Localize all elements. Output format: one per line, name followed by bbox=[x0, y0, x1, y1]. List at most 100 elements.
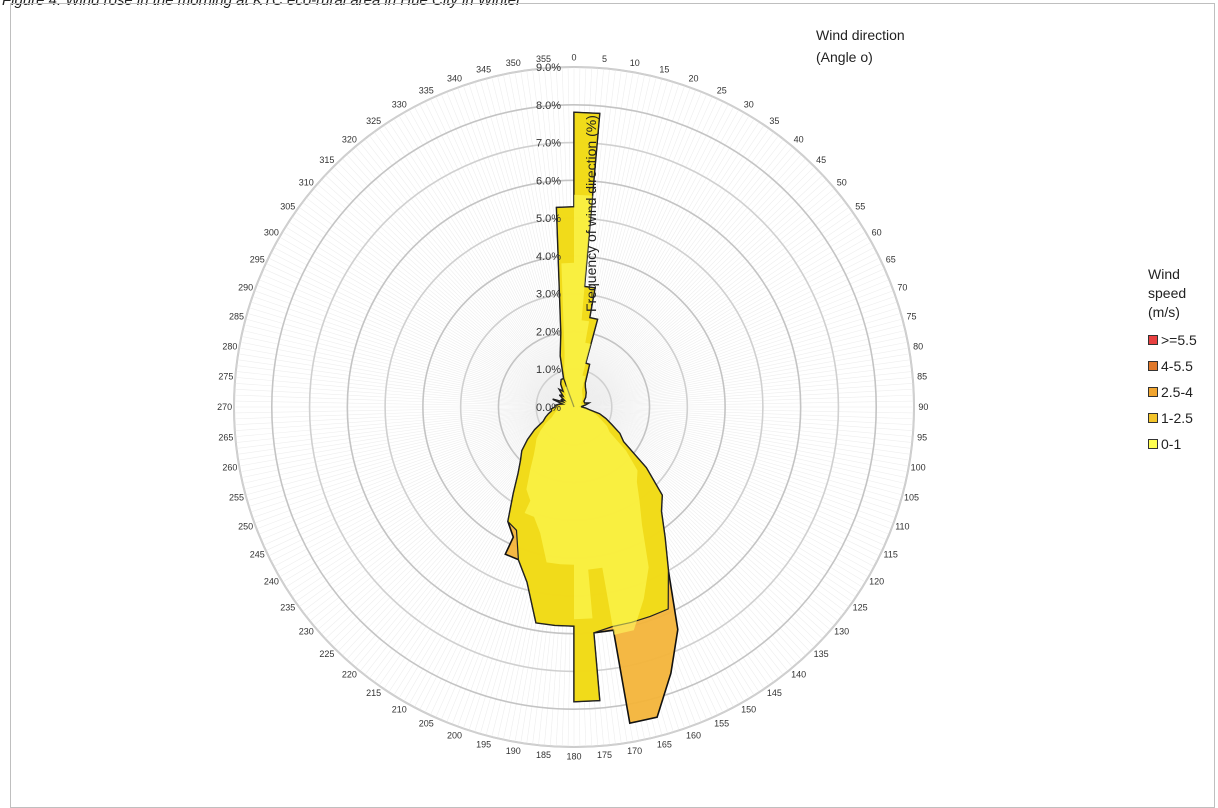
grid-spoke bbox=[457, 87, 572, 401]
grid-spoke bbox=[581, 407, 914, 432]
grid-spoke bbox=[419, 103, 571, 401]
grid-spoke bbox=[578, 138, 784, 402]
grid-spoke bbox=[341, 158, 570, 402]
grid-spoke bbox=[337, 162, 569, 402]
grid-spoke bbox=[256, 409, 568, 530]
grid-ring bbox=[233, 66, 915, 748]
grid-spoke bbox=[258, 409, 568, 535]
grid-spoke bbox=[485, 78, 573, 400]
direction-tick-label: 345 bbox=[476, 65, 491, 75]
grid-spoke bbox=[580, 273, 888, 405]
legend-swatch bbox=[1148, 439, 1158, 449]
grid-spoke bbox=[260, 409, 568, 541]
grid-spoke bbox=[317, 183, 569, 403]
grid-spoke bbox=[580, 241, 872, 404]
legend-label: 0-1 bbox=[1161, 435, 1182, 452]
grid-spoke bbox=[576, 91, 702, 401]
grid-spoke bbox=[581, 353, 910, 407]
grid-spoke bbox=[580, 284, 892, 405]
direction-tick-label: 260 bbox=[222, 463, 237, 473]
grid-spoke bbox=[298, 411, 569, 608]
direction-tick-label: 305 bbox=[280, 202, 295, 212]
grid-spoke bbox=[581, 407, 913, 437]
grid-spoke bbox=[325, 174, 569, 403]
grid-spoke bbox=[424, 101, 571, 401]
grid-spoke bbox=[252, 409, 567, 518]
grid-spoke bbox=[245, 408, 567, 496]
grid-spoke bbox=[581, 341, 908, 406]
grid-spoke bbox=[237, 359, 567, 407]
grid-spoke bbox=[248, 408, 567, 507]
direction-tick-label: 210 bbox=[392, 705, 407, 715]
grid-spoke bbox=[270, 252, 568, 404]
grid-spoke bbox=[238, 353, 567, 407]
radial-tick-label: 8.0% bbox=[536, 100, 561, 112]
grid-spoke bbox=[579, 202, 846, 403]
grid-spoke bbox=[579, 162, 811, 402]
grid-spoke bbox=[369, 135, 570, 402]
grid-spoke bbox=[393, 118, 571, 401]
grid-spoke bbox=[279, 410, 568, 578]
grid-spoke bbox=[279, 236, 568, 404]
grid-spoke bbox=[581, 408, 909, 467]
grid-spoke bbox=[260, 273, 568, 405]
grid-spoke bbox=[268, 257, 568, 404]
grid-spoke bbox=[309, 192, 569, 403]
grid-spoke bbox=[580, 290, 894, 405]
grid-spoke bbox=[579, 188, 835, 403]
grid-spoke bbox=[581, 359, 911, 407]
grid-spoke bbox=[581, 377, 913, 407]
legend-swatch bbox=[1148, 335, 1158, 345]
grid-spoke bbox=[579, 170, 819, 402]
grid-spoke bbox=[474, 81, 573, 400]
grid-spoke bbox=[581, 408, 906, 484]
grid-spoke bbox=[580, 410, 866, 583]
grid-spoke bbox=[291, 410, 568, 598]
direction-tick-label: 220 bbox=[342, 670, 357, 680]
legend-item: 4-5.5 bbox=[1148, 358, 1197, 374]
grid-spoke bbox=[580, 410, 875, 567]
grid-spoke bbox=[581, 406, 914, 414]
grid-spoke bbox=[580, 410, 869, 578]
grid-spoke bbox=[577, 115, 750, 401]
grid-spoke bbox=[581, 409, 898, 513]
grid-spoke bbox=[355, 146, 570, 402]
grid-spoke bbox=[581, 409, 896, 518]
grid-spoke bbox=[577, 121, 760, 401]
direction-tick-label: 170 bbox=[627, 746, 642, 756]
direction-tick-label: 80 bbox=[913, 341, 923, 351]
grid-spoke bbox=[234, 400, 567, 408]
grid-spoke bbox=[578, 142, 789, 402]
grid-spoke bbox=[581, 407, 910, 461]
grid-spoke bbox=[234, 407, 567, 432]
grid-ring bbox=[270, 103, 878, 711]
direction-tick-label: 90 bbox=[918, 402, 928, 412]
grid-spoke bbox=[580, 211, 853, 403]
grid-spoke bbox=[273, 410, 568, 567]
direction-tick-label: 335 bbox=[419, 85, 434, 95]
grid-spoke bbox=[577, 118, 755, 401]
grid-spoke bbox=[468, 83, 572, 400]
direction-tick-label: 25 bbox=[717, 85, 727, 95]
grid-spoke bbox=[234, 407, 567, 426]
grid-spoke bbox=[581, 408, 908, 473]
direction-tick-label: 325 bbox=[366, 116, 381, 126]
legend-title-line3: (m/s) bbox=[1148, 304, 1180, 320]
radial-tick-label: 0.0% bbox=[536, 402, 561, 414]
grid-spoke bbox=[581, 371, 913, 407]
direction-tick-label: 350 bbox=[506, 58, 521, 68]
grid-spoke bbox=[576, 89, 697, 401]
grid-spoke bbox=[577, 124, 765, 401]
grid-spoke bbox=[491, 77, 573, 400]
grid-spoke bbox=[295, 411, 568, 603]
legend-swatch bbox=[1148, 361, 1158, 371]
grid-spoke bbox=[580, 410, 878, 562]
legend-title: Wind speed (m/s) bbox=[1148, 265, 1197, 322]
grid-spoke bbox=[302, 202, 569, 403]
grid-spoke bbox=[581, 407, 911, 455]
grid-spoke bbox=[581, 408, 904, 490]
direction-tick-label: 0 bbox=[571, 53, 576, 63]
direction-tick-label: 110 bbox=[895, 522, 909, 532]
direction-tick-label: 85 bbox=[917, 372, 927, 382]
grid-spoke bbox=[451, 89, 572, 401]
